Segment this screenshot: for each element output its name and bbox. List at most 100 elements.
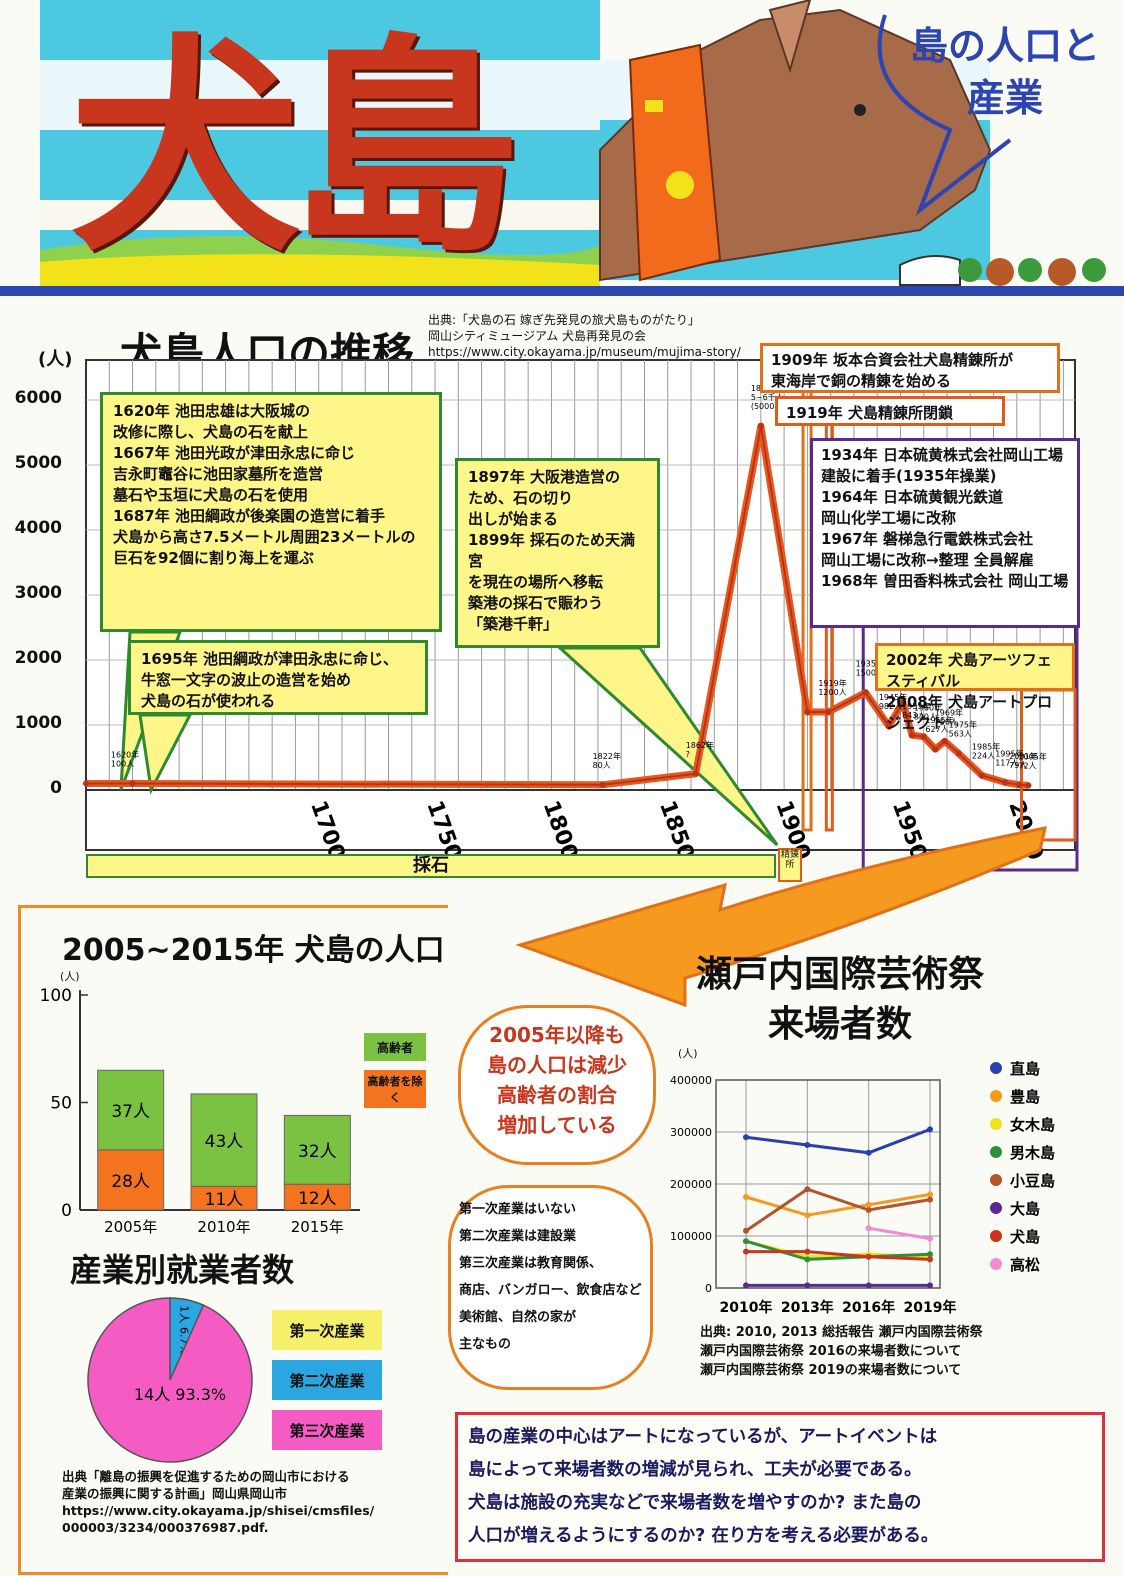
population-point: [920, 733, 927, 740]
population-xaxis-band: [85, 789, 1076, 851]
population-source: 出典:「犬島の石 嫁ぎ先発見の旅犬島ものがたり」 岡山シティミュージアム 犬島再…: [428, 313, 741, 375]
visitor-ytick: 0: [705, 1282, 712, 1295]
visitor-xtick: 2019年: [904, 1299, 957, 1316]
population-point: [804, 709, 811, 715]
visitor-series-line: [746, 1250, 931, 1261]
note-1620: 1620年 池田忠雄は大阪城の 改修に際し、犬島の石を献上 1667年 池田光政…: [100, 392, 442, 632]
visitor-point: [865, 1207, 872, 1213]
visitor-legend-marker: [990, 1174, 1002, 1186]
population-point-label: 1985年 224人: [972, 741, 1000, 760]
population-point: [909, 732, 916, 739]
visitor-point: [927, 1256, 933, 1263]
main-title: 犬島: [70, 16, 520, 283]
topic-bubble: 島の人口と 産業: [910, 24, 1101, 120]
callout-1897: [556, 646, 779, 847]
bar-value-label: 43人: [205, 1132, 244, 1152]
visitor-ytick: 100000: [670, 1230, 712, 1243]
population-point: [1016, 781, 1023, 788]
visitor-legend-label: 女木島: [1010, 1116, 1055, 1134]
population-ytick: 5000: [14, 453, 62, 473]
band-saiseki: 採石: [86, 854, 776, 878]
visitor-point: [804, 1248, 811, 1255]
visitor-xtick: 2016年: [842, 1299, 895, 1316]
population-point: [692, 770, 699, 777]
note-1919: 1919年 犬島精錬所閉鎖: [775, 396, 1005, 426]
visitor-legend-marker: [990, 1090, 1002, 1102]
population-point: [862, 689, 869, 696]
population-point: [599, 781, 606, 788]
visitor-legend-label: 男木島: [1010, 1144, 1055, 1162]
visitor-point: [927, 1196, 933, 1203]
visitor-xtick: 2010年: [720, 1299, 773, 1316]
visitor-point: [743, 1194, 749, 1200]
bar-segment: [190, 1093, 258, 1187]
note-2002: 2002年 犬島アーツフェスティバル 2008年 犬島アートプロジェクト: [875, 643, 1075, 732]
visitor-legend-marker: [990, 1062, 1002, 1074]
population-point-label: 1975年 563人: [949, 719, 977, 738]
dog-ear-icon: [768, 0, 812, 74]
bar-ytick: 0: [61, 1201, 72, 1221]
visitor-point: [865, 1253, 872, 1260]
visitor-ytick: 200000: [670, 1178, 712, 1191]
visitor-point: [865, 1149, 872, 1156]
pie-chart: 1人 6.7%14人 93.3%: [87, 1297, 253, 1463]
population-ytick: 3000: [14, 583, 62, 603]
population-point: [932, 746, 939, 753]
population-ytick: 2000: [14, 648, 62, 668]
population-point: [757, 423, 764, 429]
legend-primary: 第一次産業: [272, 1310, 382, 1350]
visitor-point: [743, 1227, 749, 1234]
bar-category-label: 2010年: [197, 1218, 250, 1236]
legend-secondary: 第二次産業: [272, 1360, 382, 1400]
bar-ytick: 100: [40, 986, 72, 1006]
note-1695: 1695年 池田綱政が津田永忠に命じ、 牛窓一文字の波止の造営を始め 犬島の石が…: [128, 640, 428, 715]
bar-segment: [97, 1069, 165, 1151]
population-point: [885, 723, 892, 730]
visitor-legend-marker: [990, 1146, 1002, 1158]
population-point-label: 1960年820人: [914, 703, 942, 722]
visitor-point: [927, 1126, 933, 1133]
visitor-point: [804, 1142, 811, 1148]
population-point-label: 2005年 72人: [1018, 751, 1046, 770]
pie-source: 出典「離島の振興を促進するための岡山市における 産業の振興に関する計画」岡山県岡…: [62, 1469, 375, 1535]
bar-unit: (人): [60, 970, 80, 983]
population-point-label: 1935年 1500人: [856, 659, 884, 678]
visitor-series-line: [745, 1192, 931, 1217]
population-point: [899, 699, 906, 706]
visitor-point: [927, 1191, 933, 1198]
bar-category-label: 2015年: [291, 1218, 344, 1236]
visitor-legend-marker: [990, 1118, 1002, 1130]
visitor-point: [804, 1186, 811, 1193]
visitor-point: [804, 1212, 811, 1219]
visitor-legend-marker: [990, 1258, 1002, 1270]
visitor-unit: (人): [678, 1047, 698, 1060]
bar-chart: 0 50 100 28人 37人 2005年 11人 43人 2010年 12人 32人 2015年: [40, 986, 360, 1236]
visitor-point: [927, 1235, 933, 1242]
bar-ytick: 50: [50, 1094, 72, 1114]
band-seiren: 精錬所: [778, 848, 802, 882]
population-point-label: 1969年750人: [935, 707, 963, 726]
pie-title: 産業別就業者数: [70, 1251, 295, 1289]
bar-value-label: 32人: [298, 1142, 337, 1162]
pie-slice-label: 14人 93.3%: [134, 1385, 226, 1404]
visitor-point: [743, 1238, 749, 1245]
population-point-label: 1945年982人: [879, 692, 907, 711]
population-point: [978, 772, 985, 779]
header-banner: [0, 0, 1124, 296]
population-point-label: 1620年 100人: [111, 750, 139, 769]
visitor-plot-area: [715, 1079, 941, 1289]
population-point-label: 1965年627人: [925, 715, 953, 734]
bar-category-label: 2005年: [104, 1218, 157, 1236]
bar-value-label: 28人: [111, 1172, 150, 1192]
arrow-icon: [515, 826, 1047, 1008]
population-ytick: 0: [50, 778, 62, 798]
population-unit: (人): [38, 349, 73, 370]
visitor-ytick: 400000: [670, 1074, 712, 1087]
visitor-chart: 0 100000 200000 300000 400000 2010年 2013年 2016年…: [670, 1060, 1055, 1316]
bar-segment: [97, 1149, 165, 1211]
legend-tertiary: 第三次産業: [272, 1410, 382, 1450]
visitor-legend-marker: [990, 1202, 1002, 1214]
visitor-point: [865, 1225, 872, 1232]
visitor-legend-label: 直島: [1010, 1060, 1040, 1078]
